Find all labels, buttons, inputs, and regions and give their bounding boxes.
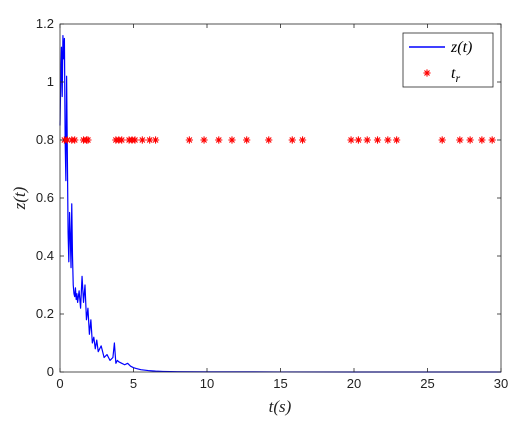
legend: z(t) tr (402, 32, 494, 88)
legend-box (402, 32, 494, 88)
scatter-point-tr (438, 136, 446, 144)
scatter-point-tr (146, 136, 154, 144)
scatter-point-tr (243, 136, 251, 144)
scatter-point-tr (71, 136, 79, 144)
scatter-point-tr (228, 136, 236, 144)
scatter-point-tr (288, 136, 296, 144)
x-axis-label: t(s) (269, 397, 292, 416)
scatter-point-tr (215, 136, 223, 144)
y-tick-label: 0.4 (36, 248, 54, 263)
scatter-point-tr (384, 136, 392, 144)
scatter-point-tr (151, 136, 160, 144)
scatter-point-tr (138, 136, 146, 144)
scatter-point-tr (185, 136, 193, 144)
x-tick-label: 20 (347, 376, 361, 391)
x-tick-label: 15 (273, 376, 287, 391)
x-tick-label: 5 (130, 376, 137, 391)
x-tick-label: 10 (200, 376, 214, 391)
scatter-point-tr (488, 136, 496, 144)
scatter-point-tr (84, 136, 92, 144)
y-axis-label: z(t) (10, 186, 29, 210)
legend-star-swatch (423, 69, 431, 77)
plot-frame (59, 23, 502, 373)
x-tick-label: 25 (420, 376, 434, 391)
scatter-point-tr (298, 136, 307, 144)
y-tick-label: 1.2 (36, 16, 54, 31)
scatter-point-tr (354, 136, 363, 144)
scatter-point-tr (466, 136, 474, 144)
scatter-point-tr (265, 136, 273, 144)
y-tick-label: 0.2 (36, 306, 54, 321)
scatter-point-tr (200, 136, 208, 144)
scatter-point-tr (131, 136, 139, 144)
scatter-point-tr (118, 136, 126, 144)
series-line-z (59, 34, 501, 373)
scatter-point-tr (363, 136, 371, 144)
legend-label: z(t) (450, 39, 472, 56)
legend-label: tr (451, 65, 460, 85)
scatter-point-tr (373, 136, 382, 144)
axis-ticks: 0 5 10 15 20 25 30 0 0.2 0.4 0.6 0.8 1 1.2 (36, 16, 508, 391)
y-tick-label: 0.6 (36, 190, 54, 205)
scatter-point-tr (63, 136, 71, 144)
y-tick-label: 0 (47, 364, 54, 379)
scatter-point-tr (478, 136, 486, 144)
x-tick-label: 30 (494, 376, 508, 391)
y-tick-label: 1 (47, 74, 54, 89)
scatter-point-tr (393, 136, 401, 144)
plot-area (59, 34, 501, 373)
y-tick-label: 0.8 (36, 132, 54, 147)
scatter-point-tr (347, 136, 355, 144)
x-tick-label: 0 (56, 376, 63, 391)
scatter-point-tr (456, 136, 464, 144)
